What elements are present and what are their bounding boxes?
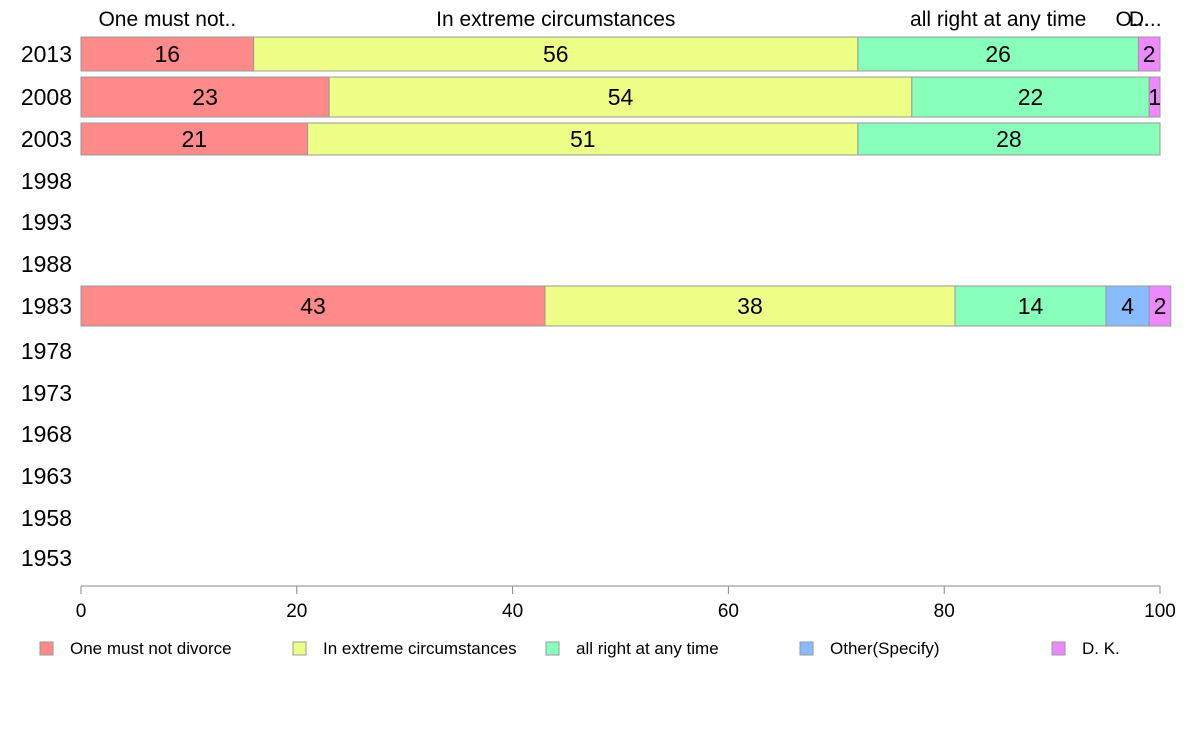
bar-value-label: 43 [300,293,326,319]
top-series-label: One must not.. [98,8,236,31]
year-label: 2003 [21,126,72,152]
year-label: 2013 [21,41,72,67]
year-label: 1983 [21,293,72,319]
bar-segment [544,285,956,327]
legend-label: In extreme circumstances [323,639,517,658]
year-label: 1993 [21,209,72,235]
x-tick-label: 80 [934,601,955,622]
top-series-labels: One must not.. In extreme circumstances al… [98,8,1161,31]
year-label: 1973 [21,380,72,406]
year-label: 1953 [21,545,72,571]
legend-label: One must not divorce [70,639,232,658]
top-series-label: D... [1129,8,1162,31]
bar-value-label: 4 [1121,293,1134,319]
legend-swatch [39,641,54,656]
bar-segment [954,285,1107,327]
bar-value-label: 2 [1154,293,1167,319]
x-tick-label: 20 [286,601,307,622]
top-series-label: O... [1115,8,1149,31]
bar-segment [80,122,309,156]
bar-segment [1137,36,1161,72]
bar-value-label: 23 [192,84,218,110]
bar-segment [307,122,859,156]
year-label: 1988 [21,251,72,277]
bar-segment [911,76,1150,118]
bar-value-label: 56 [543,41,569,67]
bar-value-label: 21 [181,126,207,152]
year-label: 1978 [21,338,72,364]
year-label: 1998 [21,168,72,194]
bar-value-label: 22 [1018,84,1044,110]
year-axis-labels: 2013 2008 2003 1998 1993 1988 1983 1978 1973 1968… [21,41,72,571]
bar-segment [1148,285,1172,327]
bar-value-label: 1 [1148,84,1161,110]
top-series-label: In extreme circumstances [436,8,675,31]
bar-value-label: 16 [155,41,181,67]
top-series-label: all right at any time [910,8,1086,31]
year-label: 1968 [21,421,72,447]
bar-value-label: 2 [1143,41,1156,67]
bar-value-label: 28 [996,126,1022,152]
year-label: 1958 [21,505,72,531]
legend-swatch [1051,641,1066,656]
year-label: 1963 [21,463,72,489]
bar-value-label: 14 [1018,293,1044,319]
legend-label: Other(Specify) [830,639,940,658]
bar-value-label: 26 [985,41,1011,67]
year-label: 2008 [21,84,72,110]
bar-value-label: 51 [570,126,596,152]
x-tick-label: 0 [76,601,87,622]
x-tick-label: 100 [1144,601,1176,622]
bar-segment [80,285,546,327]
bar-segment [857,122,1161,156]
bar-segment [1105,285,1150,327]
legend: One must not divorce In extreme circumsta… [39,639,1120,658]
legend-label: D. K. [1082,639,1120,658]
bar-segment [80,76,330,118]
legend-swatch [799,641,814,656]
x-tick-label: 60 [718,601,739,622]
bar-value-label: 38 [737,293,763,319]
bar-segment [328,76,913,118]
legend-swatch [292,641,307,656]
x-axis: 0 20 40 60 80 100 [76,585,1176,622]
bar-value-label: 54 [608,84,634,110]
legend-swatch [545,641,560,656]
legend-label: all right at any time [576,639,719,658]
bar-segment [1148,76,1161,118]
x-tick-label: 40 [502,601,523,622]
bar-segment [253,36,859,72]
